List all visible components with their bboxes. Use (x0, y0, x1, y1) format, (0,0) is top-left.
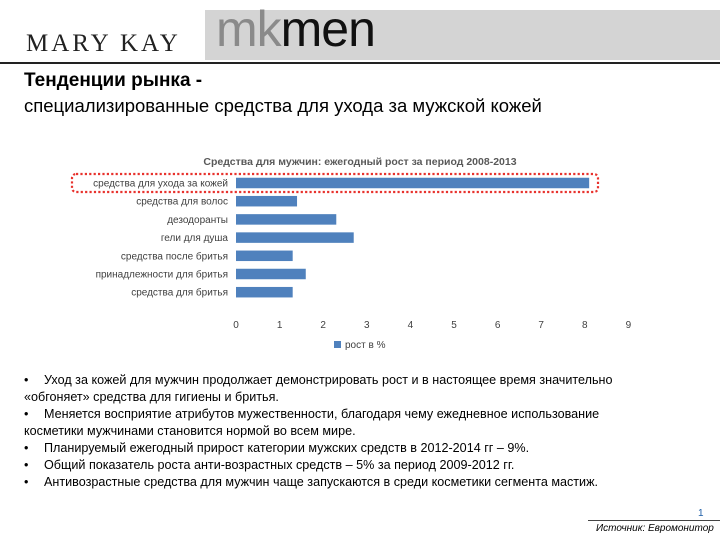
bar (236, 177, 590, 189)
bullet-list: • Уход за кожей для мужчин продолжает дем… (24, 372, 694, 491)
category-label: принадлежности для бритья (96, 269, 228, 281)
legend-label: рост в % (345, 340, 386, 351)
chart-title: Средства для мужчин: ежегодный рост за п… (203, 156, 516, 168)
bullet-line: «обгоняет» средства для гигиены и бритья… (24, 389, 694, 406)
bullet-text: Планируемый ежегодный прирост категории … (44, 441, 530, 455)
bullet-marker: • (24, 458, 29, 472)
bullet-item: • Уход за кожей для мужчин продолжает дем… (24, 372, 694, 406)
bullet-line: косметики мужчинами становится нормой во… (24, 423, 694, 440)
x-tick-label: 2 (320, 320, 326, 331)
bullet-marker: • (24, 441, 29, 455)
bullet-text: Общий показатель роста анти-возрастных с… (44, 458, 515, 472)
bullet-text: Меняется восприятие атрибутов мужественн… (44, 407, 600, 421)
bullet-line: • Планируемый ежегодный прирост категории… (24, 440, 694, 457)
bar (236, 232, 354, 243)
bullet-marker: • (24, 407, 29, 421)
bar (236, 286, 293, 298)
mkmen-logo-mk: mk (216, 1, 282, 57)
category-label: средства для волос (136, 197, 228, 208)
category-label: средства для бритья (131, 287, 228, 299)
source-divider (588, 520, 720, 521)
x-tick-label: 1 (277, 320, 283, 331)
bullet-line: • Меняется восприятие атрибутов мужествен… (24, 406, 694, 423)
bar (236, 250, 293, 262)
bullet-item: • Меняется восприятие атрибутов мужествен… (24, 406, 694, 440)
header-divider (0, 62, 720, 64)
bullet-item: • Общий показатель роста анти-возрастных … (24, 457, 694, 474)
x-tick-label: 7 (538, 320, 544, 331)
x-tick-label: 0 (233, 320, 239, 331)
bullet-item: • Антивозрастные средства для мужчин чаще… (24, 474, 694, 491)
bar (236, 268, 306, 280)
x-tick-label: 6 (495, 320, 501, 331)
highlight-outline (70, 172, 600, 194)
growth-bar-chart: Средства для мужчин: ежегодный рост за п… (70, 156, 632, 351)
header: MARY KAY mkmen (0, 0, 720, 62)
slide-title: Тенденции рынка - (24, 70, 203, 91)
bullet-text: «обгоняет» средства для гигиены и бритья… (24, 390, 279, 404)
mkmen-banner (205, 10, 720, 60)
x-tick-label: 5 (451, 320, 457, 331)
bullet-text: косметики мужчинами становится нормой во… (24, 424, 356, 438)
bar (236, 195, 298, 207)
bullet-line: • Общий показатель роста анти-возрастных … (24, 457, 694, 474)
legend-swatch (334, 341, 341, 348)
x-tick-label: 8 (582, 320, 588, 331)
mkmen-logo: mkmen (216, 0, 376, 58)
x-tick-label: 9 (626, 320, 632, 331)
source-note: Источник: Евромонитор (596, 523, 714, 534)
bullet-marker: • (24, 373, 29, 387)
x-tick-label: 3 (364, 320, 370, 331)
bullet-line: • Уход за кожей для мужчин продолжает дем… (24, 372, 694, 389)
mary-kay-logo: MARY KAY (26, 30, 181, 57)
mkmen-logo-men: men (280, 1, 376, 57)
bullet-item: • Планируемый ежегодный прирост категории… (24, 440, 694, 457)
category-label: дезодоранты (167, 215, 228, 226)
bar (236, 214, 337, 225)
bullet-marker: • (24, 475, 29, 489)
category-label: средства после бритья (121, 250, 228, 262)
page-number: 1 (698, 508, 704, 519)
bullet-line: • Антивозрастные средства для мужчин чаще… (24, 474, 694, 491)
bullet-text: Уход за кожей для мужчин продолжает демо… (44, 373, 613, 387)
category-label: средства для ухода за кожей (93, 179, 228, 190)
slide-subtitle: специализированные средства для ухода за… (24, 95, 542, 116)
x-tick-label: 4 (408, 320, 414, 331)
category-label: гели для душа (161, 233, 229, 244)
bullet-text: Антивозрастные средства для мужчин чаще … (44, 475, 599, 489)
